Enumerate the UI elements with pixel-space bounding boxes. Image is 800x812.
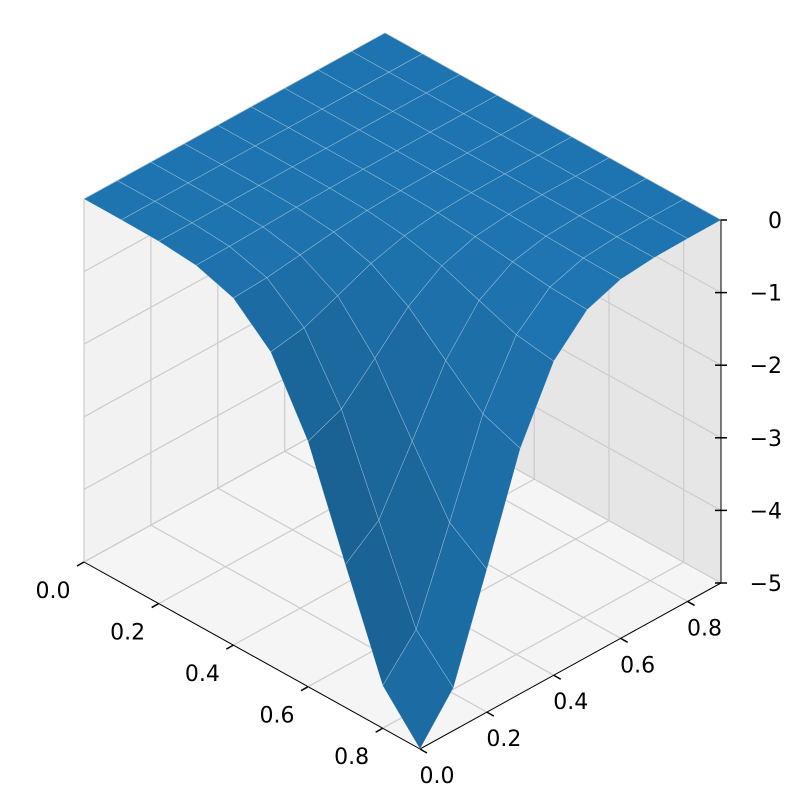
y-tick-label: 0.2 <box>486 727 521 752</box>
z-tick-label: −4 <box>750 499 782 524</box>
y-tick-label: 0.0 <box>420 764 455 789</box>
x-tick-label: 0.4 <box>185 662 220 687</box>
z-tick-label: −3 <box>750 427 782 452</box>
x-tick <box>151 602 160 609</box>
z-tick-label: −5 <box>750 572 782 597</box>
surface-patches <box>83 32 722 750</box>
z-tick-label: 0 <box>768 209 782 234</box>
z-tick-label: −2 <box>750 354 782 379</box>
surface-patch <box>415 522 488 689</box>
y-axis-line <box>419 582 722 750</box>
x-tick <box>76 561 85 567</box>
x-axis-line <box>83 561 421 750</box>
y-tick-label: 0.4 <box>553 690 588 715</box>
y-tick <box>419 748 428 754</box>
surface-patch <box>582 236 655 280</box>
y-tick-label: 0.6 <box>620 653 655 678</box>
y-tick <box>620 637 629 643</box>
x-tick <box>375 727 384 733</box>
x-tick-label: 0.2 <box>110 621 145 646</box>
y-tick <box>486 711 495 717</box>
tick-labels: 0.0 0.2 0.4 0.6 0.8 0.0 0.2 0.4 0.6 0.8 0 −1 −2 −3 −4 −… <box>36 209 783 789</box>
surface-patch <box>382 629 454 750</box>
x-tick <box>225 644 234 650</box>
z-tick-label: −1 <box>750 282 782 307</box>
x-tick-label: 0.6 <box>260 704 295 729</box>
y-tick-label: 0.8 <box>687 616 722 641</box>
y-tick <box>553 674 562 680</box>
x-tick <box>300 686 309 692</box>
x-tick-label: 0.8 <box>334 745 369 770</box>
tick-marks <box>76 219 727 754</box>
y-tick <box>687 600 695 607</box>
x-tick-label: 0.0 <box>36 579 71 604</box>
